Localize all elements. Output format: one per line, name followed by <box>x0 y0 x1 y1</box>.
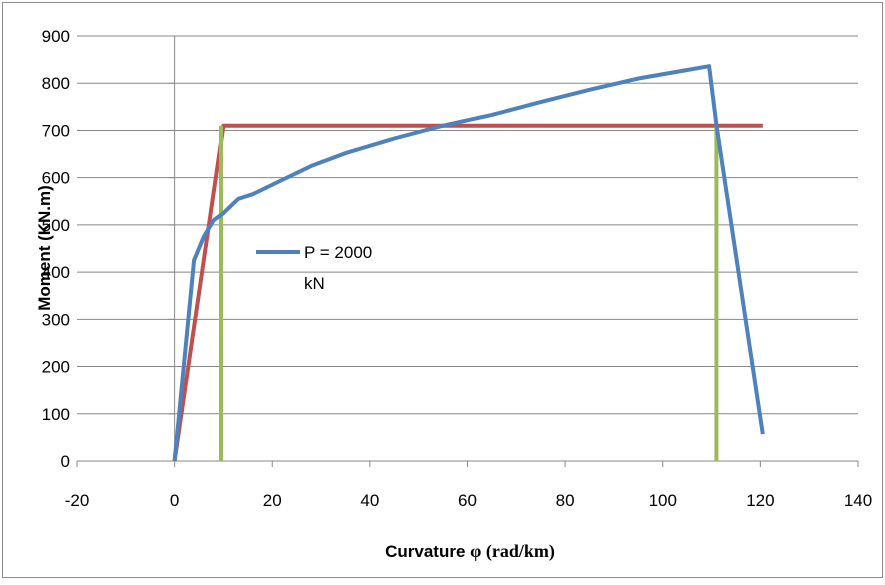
legend: P = 2000 kN <box>256 243 372 293</box>
series-p2000 <box>172 64 765 462</box>
y-tick-label: 500 <box>42 216 70 235</box>
x-tick-label: 80 <box>556 491 575 510</box>
y-tick-label: 900 <box>42 27 70 46</box>
y-tick-label: 0 <box>61 452 70 471</box>
axes <box>76 35 859 467</box>
series-bilinear-idealization <box>172 123 763 462</box>
x-axis-label: Curvature φ (rad/km) <box>385 541 555 562</box>
x-tick-label: 60 <box>458 491 477 510</box>
series-lines <box>172 64 765 462</box>
x-tick-label: 120 <box>746 491 774 510</box>
y-tick-label: 800 <box>42 74 70 93</box>
gridlines <box>77 35 858 415</box>
x-tick-label: 20 <box>263 491 282 510</box>
x-tick-label: 0 <box>170 491 179 510</box>
x-tick-label: 140 <box>844 491 872 510</box>
legend-label: P = 2000 <box>304 243 372 262</box>
y-tick-label: 700 <box>42 121 70 140</box>
x-tick-label: 40 <box>360 491 379 510</box>
y-axis-label: Moment (KN.m) <box>35 185 54 311</box>
y-tick-label: 100 <box>42 405 70 424</box>
legend-label-continued: kN <box>304 274 325 293</box>
x-axis-label-main: Curvature <box>385 542 470 561</box>
y-tick-label: 400 <box>42 263 70 282</box>
y-tick-label: 200 <box>42 358 70 377</box>
x-axis-label-symbol: φ (rad/km) <box>470 541 555 562</box>
y-tick-label: 300 <box>42 310 70 329</box>
tick-labels: 0 100 200 300 400 500 600 700 800 900 -20 0 20 40 60 80… <box>42 27 873 510</box>
x-tick-label: 100 <box>649 491 677 510</box>
y-tick-label: 600 <box>42 169 70 188</box>
x-tick-label: -20 <box>65 491 90 510</box>
